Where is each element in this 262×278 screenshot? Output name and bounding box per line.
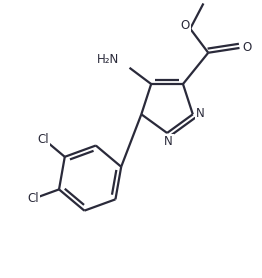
Text: Cl: Cl — [38, 133, 50, 146]
Text: H₂N: H₂N — [97, 53, 119, 66]
Text: Cl: Cl — [27, 192, 39, 205]
Text: O: O — [243, 41, 252, 54]
Text: O: O — [181, 19, 190, 32]
Text: N: N — [164, 135, 173, 148]
Text: N: N — [196, 106, 205, 120]
